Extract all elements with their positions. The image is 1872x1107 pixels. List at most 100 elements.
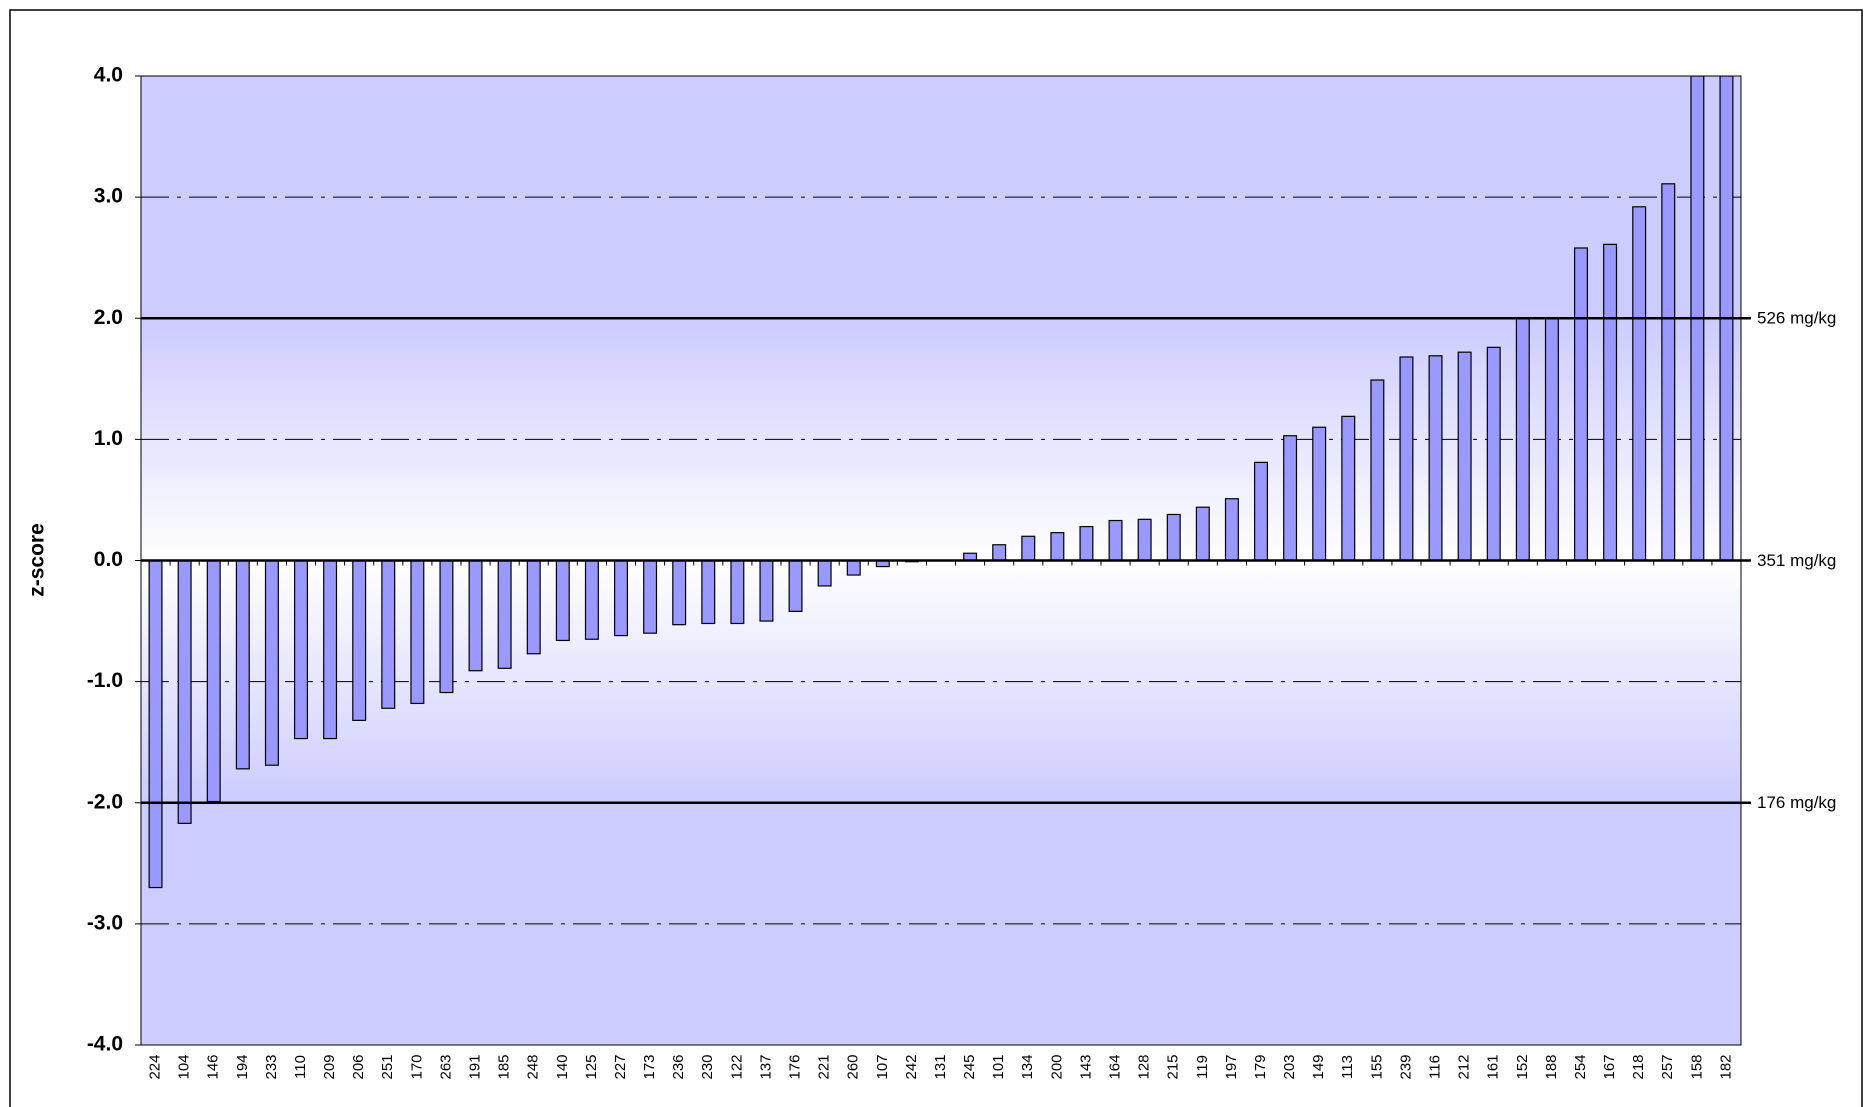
bar: [1108, 519, 1123, 562]
x-tick-label: 242: [903, 1054, 920, 1079]
bar: [1428, 355, 1443, 562]
bar: [410, 559, 425, 705]
bar: [294, 559, 309, 740]
y-tick-label: 0.0: [94, 548, 123, 571]
bar: [1515, 317, 1530, 562]
x-tick-label: 173: [641, 1054, 658, 1079]
bar: [468, 559, 483, 672]
x-tick-label: 215: [1165, 1054, 1182, 1079]
bar: [1661, 183, 1676, 562]
y-tick-label: 4.0: [94, 64, 123, 87]
x-tick-label: 254: [1572, 1054, 1589, 1079]
bar: [817, 559, 832, 587]
bar: [1341, 415, 1356, 562]
bar: [177, 559, 192, 824]
x-tick-label: 176: [787, 1054, 804, 1079]
bar: [264, 559, 279, 766]
x-tick-label: 137: [757, 1054, 774, 1079]
bar: [1312, 426, 1327, 562]
x-tick-label: 167: [1601, 1054, 1618, 1079]
bar: [584, 559, 599, 640]
x-tick-label: 164: [1107, 1054, 1124, 1079]
bar: [1079, 525, 1094, 562]
bar: [1573, 247, 1588, 562]
x-tick-label: 122: [728, 1054, 745, 1079]
bar: [643, 559, 658, 634]
x-tick-label: 131: [932, 1054, 949, 1079]
x-tick-label: 125: [583, 1054, 600, 1079]
x-tick-label: 212: [1456, 1054, 1473, 1079]
bar: [497, 559, 512, 669]
x-tick-label: 101: [990, 1054, 1007, 1079]
bar: [1603, 243, 1618, 562]
bar: [1370, 379, 1385, 562]
x-tick-label: 179: [1252, 1054, 1269, 1079]
x-tick-label: 263: [437, 1054, 454, 1079]
x-tick-label: 116: [1427, 1055, 1444, 1079]
x-tick-label: 233: [263, 1054, 280, 1079]
bar: [1195, 506, 1210, 562]
bar: [381, 559, 396, 709]
bar: [323, 559, 338, 740]
bar: [788, 559, 803, 612]
bar: [1021, 535, 1036, 562]
y-tick-label: 1.0: [94, 427, 123, 450]
x-tick-label: 170: [408, 1054, 425, 1079]
y-tick-label: -2.0: [87, 790, 123, 813]
x-tick-label: 245: [961, 1054, 978, 1079]
bar: [555, 559, 570, 642]
reference-label: 176 mg/kg: [1757, 793, 1836, 812]
x-tick-label: 260: [845, 1054, 862, 1079]
x-tick-label: 251: [379, 1054, 396, 1079]
x-tick-label: 185: [496, 1054, 513, 1079]
x-tick-label: 143: [1077, 1054, 1094, 1079]
bar: [1632, 206, 1647, 562]
x-tick-label: 188: [1543, 1054, 1560, 1079]
bar: [730, 559, 745, 625]
bar: [1544, 317, 1559, 562]
bar: [1486, 346, 1501, 562]
bar: [1224, 498, 1239, 562]
x-tick-label: 152: [1514, 1054, 1531, 1079]
bar: [235, 559, 250, 770]
bar: [1283, 435, 1298, 562]
y-tick-label: 2.0: [94, 306, 123, 329]
x-tick-label: 206: [350, 1054, 367, 1079]
x-tick-label: 239: [1397, 1054, 1414, 1079]
reference-label: 351 mg/kg: [1757, 551, 1836, 570]
x-tick-label: 257: [1659, 1054, 1676, 1079]
bar: [1050, 532, 1065, 562]
chart-frame: [9, 9, 1863, 1107]
x-tick-label: 161: [1485, 1054, 1502, 1079]
x-tick-label: 230: [699, 1054, 716, 1079]
bar: [206, 559, 221, 803]
x-tick-label: 236: [670, 1054, 687, 1079]
x-tick-label: 134: [1019, 1054, 1036, 1079]
bar: [701, 559, 716, 625]
x-tick-label: 113: [1339, 1055, 1356, 1079]
bar: [992, 544, 1007, 562]
bar: [526, 559, 541, 655]
bar: [759, 559, 774, 622]
x-tick-label: 104: [176, 1054, 193, 1079]
x-tick-label: 227: [612, 1054, 629, 1079]
x-tick-label: 182: [1717, 1054, 1734, 1079]
x-tick-label: 158: [1688, 1054, 1705, 1079]
x-tick-label: 203: [1281, 1054, 1298, 1079]
bar: [1253, 461, 1268, 562]
x-tick-label: 119: [1194, 1055, 1211, 1079]
bar: [1399, 356, 1414, 562]
y-axis-label: z-score: [26, 523, 49, 597]
x-tick-label: 197: [1223, 1054, 1240, 1079]
x-tick-label: 146: [205, 1054, 222, 1079]
x-tick-label: 209: [321, 1054, 338, 1079]
x-tick-label: 107: [874, 1054, 891, 1079]
y-tick-label: -1.0: [87, 669, 123, 692]
bar: [1457, 351, 1472, 562]
bar: [613, 559, 628, 637]
x-tick-label: 221: [816, 1054, 833, 1079]
x-tick-label: 200: [1048, 1054, 1065, 1079]
x-tick-label: 149: [1310, 1054, 1327, 1079]
x-tick-label: 224: [147, 1054, 164, 1079]
